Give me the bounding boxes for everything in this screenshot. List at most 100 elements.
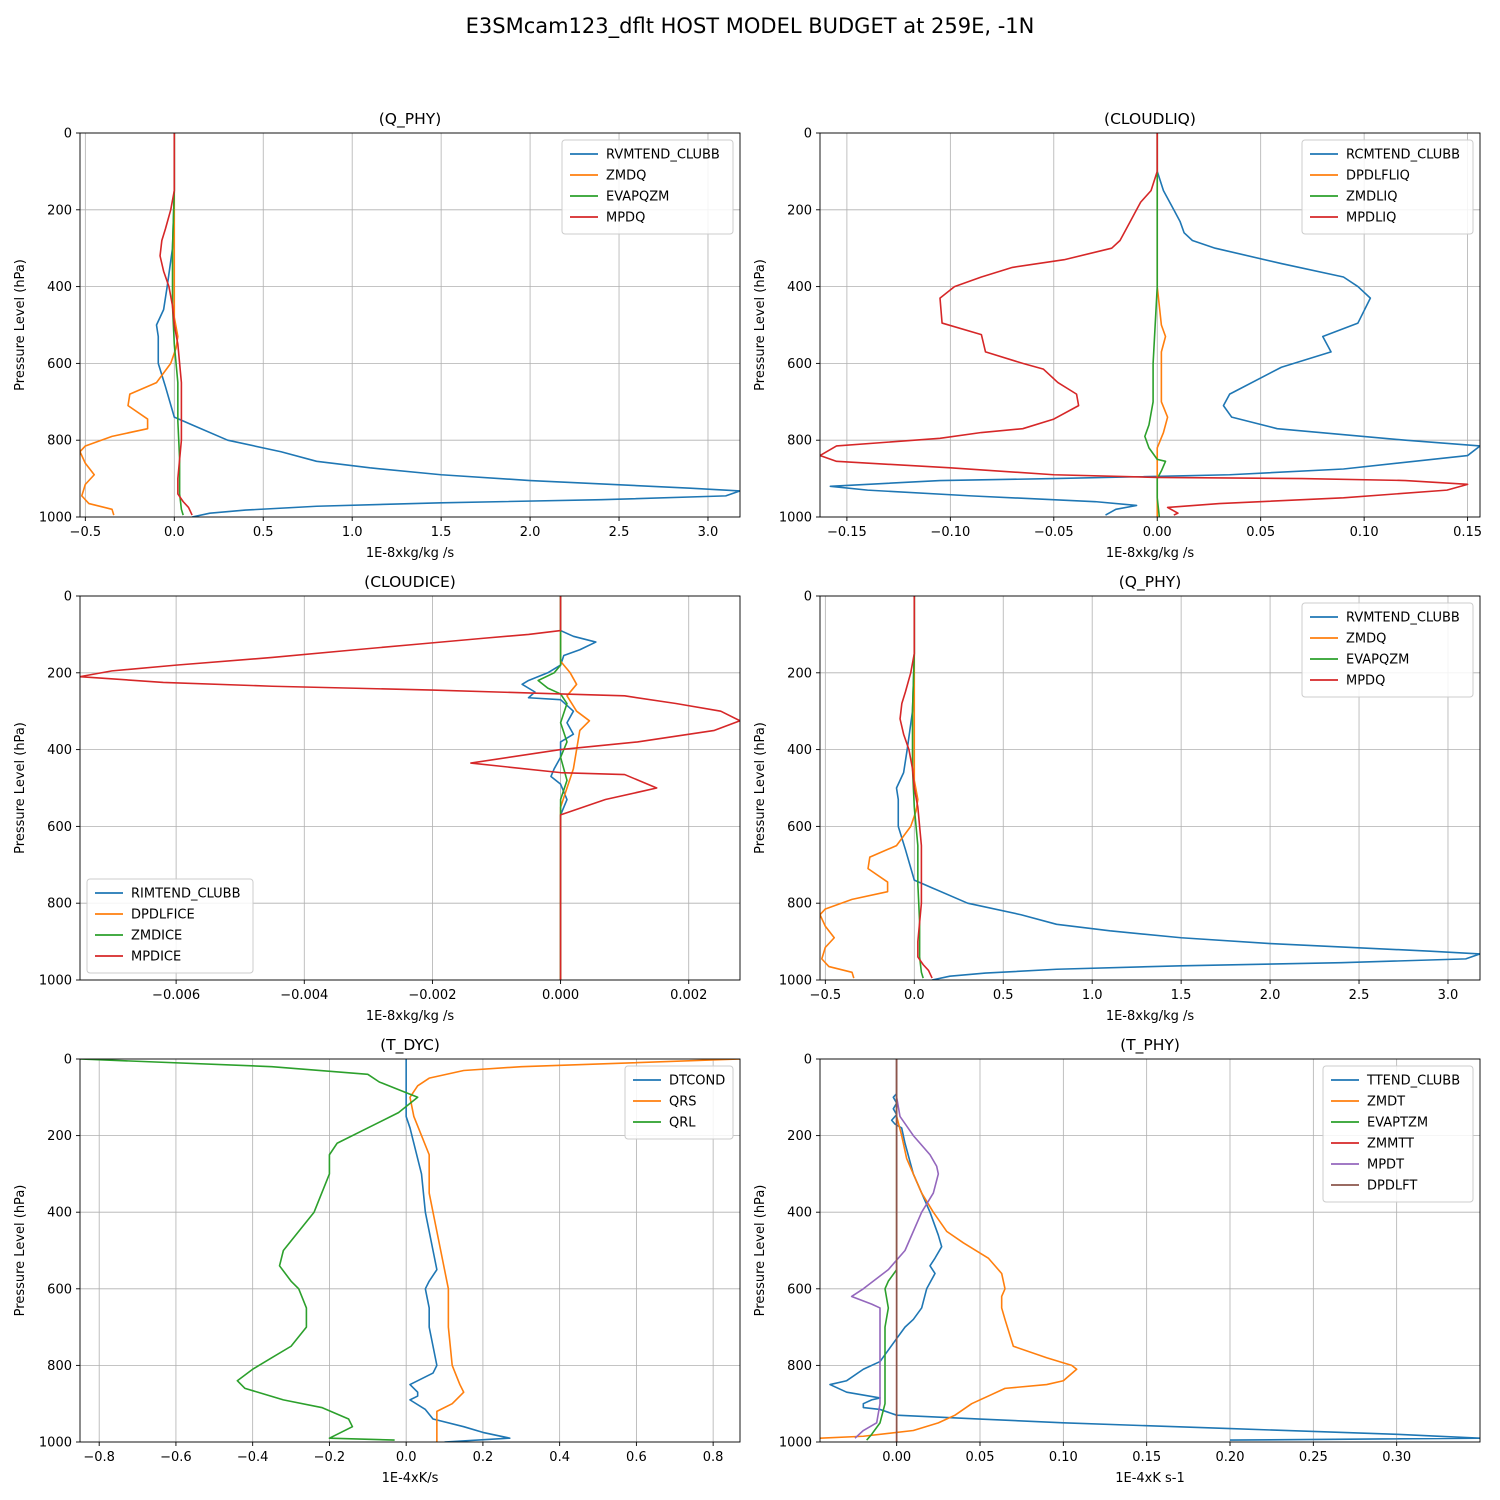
series-line-rcmtend_clubb (829, 133, 1480, 516)
x-tick-label: −0.2 (314, 1450, 346, 1465)
y-tick-label: 1000 (39, 511, 72, 526)
y-tick-label: 800 (47, 897, 72, 912)
x-axis-label: 1E-8xkg/kg /s (366, 1009, 455, 1024)
y-tick-label: 200 (47, 1129, 72, 1144)
y-tick-label: 0 (64, 1053, 72, 1068)
axes-frame (79, 595, 741, 981)
y-tick-label: 600 (47, 1282, 72, 1297)
x-tick-label: 0.6 (626, 1450, 647, 1465)
series-line-evaptzm (866, 1059, 898, 1441)
legend: DTCOND QRS QRL (624, 1065, 734, 1140)
chart-title: (Q_PHY) (379, 110, 442, 129)
y-tick-label: 200 (787, 203, 812, 218)
legend: RIMTEND_CLUBB DPDLFICE ZMDICE MPDICE (86, 878, 254, 974)
legend-entry: DPDLFLIQ (1346, 169, 1410, 184)
axes-frame (819, 1058, 1481, 1443)
legend-entry: MPDT (1367, 1158, 1404, 1173)
y-tick-label: 600 (787, 1282, 812, 1297)
y-tick-label: 1000 (39, 1436, 72, 1451)
series-line-evapqzm (171, 133, 184, 516)
legend: TTEND_CLUBB ZMDT EVAPTZM ZMMTT MPDT DPDLFT (1322, 1065, 1474, 1203)
series-line-rvmtend_clubb (155, 133, 740, 517)
x-tick-label: 2.0 (520, 525, 541, 540)
x-tick-label: −0.10 (930, 525, 970, 540)
chart-title: (CLOUDICE) (364, 573, 456, 591)
x-axis-label: 1E-8xkg/kg /s (1106, 1009, 1195, 1024)
chart-title: (T_DYC) (380, 1036, 440, 1055)
y-tick-label: 1000 (779, 974, 812, 989)
y-tick-label: 0 (64, 127, 72, 142)
y-tick-label: 400 (787, 280, 812, 295)
x-tick-label: 0.4 (549, 1450, 570, 1465)
x-tick-label: 0.0 (164, 525, 185, 540)
x-tick-label: 0.30 (1382, 1450, 1411, 1465)
y-tick-label: 400 (47, 743, 72, 758)
y-axis-label: Pressure Level (hPa) (13, 722, 28, 854)
y-tick-label: 200 (47, 203, 72, 218)
legend-entry: RIMTEND_CLUBB (131, 887, 241, 902)
legend-entry: EVAPQZM (606, 190, 669, 205)
x-tick-label: 3.0 (698, 525, 719, 540)
x-tick-label: 0.20 (1216, 1450, 1245, 1465)
legend-box (1301, 139, 1474, 235)
legend-entry: DPDLFICE (131, 908, 195, 923)
y-axis-label: Pressure Level (hPa) (753, 722, 768, 854)
series-line-ttend_clubb (829, 1059, 1480, 1441)
series-line-mpdice (80, 596, 740, 980)
x-tick-label: 0.0 (904, 988, 925, 1003)
x-tick-label: 0.05 (1246, 525, 1275, 540)
y-tick-label: 200 (47, 666, 72, 681)
legend-entry: RVMTEND_CLUBB (1346, 611, 1460, 626)
axes-frame (819, 595, 1481, 981)
x-tick-label: 0.15 (1453, 525, 1482, 540)
y-tick-label: 0 (64, 590, 72, 605)
legend-entry: ZMDICE (131, 929, 182, 944)
series-line-zmdt (820, 1059, 1078, 1439)
legend-entry: DTCOND (669, 1074, 725, 1089)
x-tick-label: −0.4 (237, 1450, 269, 1465)
legend: RVMTEND_CLUBB ZMDQ EVAPQZM MPDQ (561, 139, 734, 235)
x-axis-label: 1E-4xK/s (382, 1471, 439, 1486)
chart-title: (Q_PHY) (1119, 573, 1182, 592)
series-line-rvmtend_clubb (895, 596, 1480, 980)
y-axis-label: Pressure Level (hPa) (753, 1185, 768, 1317)
x-tick-label: 0.00 (1143, 525, 1172, 540)
axes-frame (819, 132, 1481, 518)
series-line-rimtend_clubb (521, 596, 597, 980)
legend-entry: EVAPQZM (1346, 653, 1409, 668)
series-line-dpdlfice (559, 596, 591, 980)
legend: RCMTEND_CLUBB DPDLFLIQ ZMDLIQ MPDLIQ (1301, 139, 1474, 235)
y-tick-label: 800 (787, 1359, 812, 1374)
legend-entry: ZMDLIQ (1346, 190, 1397, 205)
x-tick-label: −0.006 (152, 988, 200, 1003)
y-tick-label: 400 (787, 1206, 812, 1221)
y-tick-label: 400 (47, 280, 72, 295)
x-axis-label: 1E-8xkg/kg /s (366, 546, 455, 561)
x-tick-label: −0.8 (83, 1450, 115, 1465)
legend-entry: QRS (669, 1095, 697, 1110)
legend-entry: QRL (669, 1116, 696, 1131)
y-tick-label: 400 (47, 1206, 72, 1221)
legend-entry: TTEND_CLUBB (1366, 1074, 1460, 1089)
legend-entry: RVMTEND_CLUBB (606, 148, 720, 163)
y-tick-label: 1000 (39, 974, 72, 989)
chart-title: (T_PHY) (1120, 1036, 1180, 1055)
x-tick-label: 2.0 (1260, 988, 1281, 1003)
x-tick-label: 0.00 (882, 1450, 911, 1465)
x-tick-label: −0.5 (810, 988, 842, 1003)
legend-entry: MPDICE (131, 950, 181, 965)
x-tick-label: 1.5 (431, 525, 452, 540)
x-tick-label: 0.05 (966, 1450, 995, 1465)
y-tick-label: 1000 (779, 511, 812, 526)
y-tick-label: 800 (787, 434, 812, 449)
series-line-zmdice (537, 596, 568, 980)
legend-entry: RCMTEND_CLUBB (1346, 148, 1460, 163)
legend-box (1301, 602, 1474, 698)
x-tick-label: 2.5 (609, 525, 630, 540)
y-tick-label: 200 (787, 666, 812, 681)
x-tick-label: 0.8 (703, 1450, 724, 1465)
x-tick-label: 0.10 (1049, 1450, 1078, 1465)
y-tick-label: 800 (47, 434, 72, 449)
